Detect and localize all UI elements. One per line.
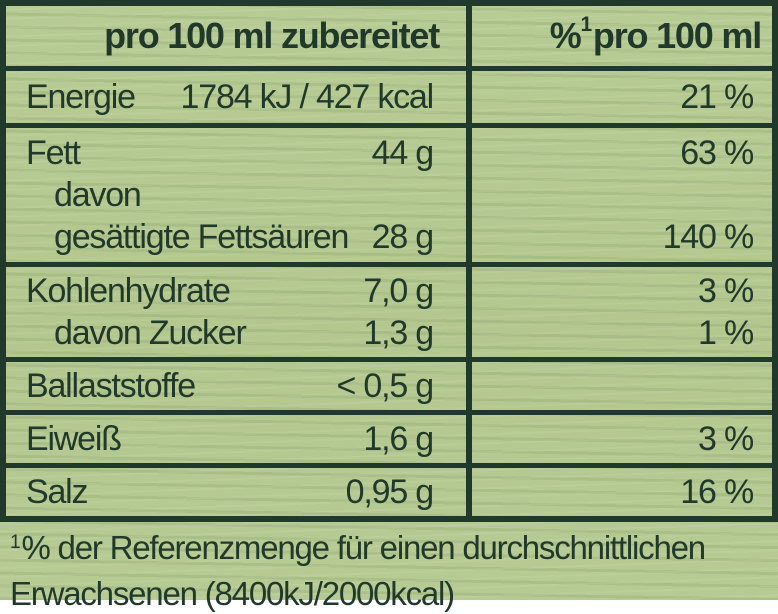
nutrient-label: Kohlenhydrate bbox=[26, 271, 231, 310]
table-row-salz: Salz 0,95 g 16 % bbox=[6, 463, 772, 516]
nutrient-percent: 3 % bbox=[698, 271, 754, 310]
nutrient-percent: 3 % bbox=[698, 419, 754, 458]
eiweiss-percent-cell: 3 % bbox=[466, 415, 772, 463]
header-col2-percent-sign: % bbox=[549, 15, 582, 56]
fett-percent-cell: 63 % 140 % bbox=[466, 128, 772, 262]
footnote: 1% der Referenzmenge für einen durchschn… bbox=[0, 522, 778, 614]
footnote-text-1: % der Referenzmenge für einen durchschni… bbox=[21, 529, 706, 566]
kohlenhydrate-percent-cell: 3 % 1 % bbox=[466, 267, 772, 357]
table-row-kohlenhydrate: Kohlenhydrate 7,0 g davon Zucker 1,3 g 3… bbox=[6, 262, 772, 357]
nutrient-percent: 140 % bbox=[662, 217, 755, 256]
nutrient-sublabel: gesättigte Fettsäuren bbox=[54, 217, 349, 256]
nutrient-value: 1,6 g bbox=[363, 419, 434, 458]
ballaststoffe-percent-cell bbox=[466, 362, 772, 410]
header-col1-label: pro 100 ml zubereitet bbox=[104, 15, 440, 56]
nutrient-label: Ballaststoffe bbox=[26, 366, 196, 405]
table-header-row: pro 100 ml zubereitet % 1 pro 100 ml bbox=[6, 6, 772, 66]
nutrient-label: Fett bbox=[26, 133, 81, 172]
nutrient-sublabel: davon bbox=[54, 175, 142, 214]
table-row-fett: Fett 44 g davon gesättigte Fettsäuren 28… bbox=[6, 123, 772, 262]
nutrient-sublabel: davon Zucker bbox=[54, 313, 247, 352]
nutrient-percent: 21 % bbox=[680, 77, 754, 116]
header-cell-per-100ml: pro 100 ml zubereitet bbox=[6, 6, 466, 66]
eiweiss-cell: Eiweiß 1,6 g bbox=[6, 415, 466, 463]
energie-cell: Energie 1784 kJ / 427 kcal bbox=[6, 71, 466, 123]
nutrient-value: 44 g bbox=[371, 133, 435, 172]
nutrient-percent: 16 % bbox=[680, 472, 754, 511]
fett-cell: Fett 44 g davon gesättigte Fettsäuren 28… bbox=[6, 128, 466, 262]
footnote-line-2: Erwachsenen (8400kJ/2000kcal) bbox=[10, 574, 768, 614]
kohlenhydrate-cell: Kohlenhydrate 7,0 g davon Zucker 1,3 g bbox=[6, 267, 466, 357]
nutrient-value: 7,0 g bbox=[363, 271, 434, 310]
nutrient-value: < 0,5 g bbox=[336, 366, 434, 405]
table-row-energie: Energie 1784 kJ / 427 kcal 21 % bbox=[6, 66, 772, 123]
nutrition-table: pro 100 ml zubereitet % 1 pro 100 ml Energ… bbox=[0, 0, 778, 522]
nutrient-label: Energie bbox=[26, 77, 136, 116]
nutrient-percent: 1 % bbox=[698, 313, 754, 352]
footnote-line-1: 1% der Referenzmenge für einen durchschn… bbox=[10, 528, 768, 574]
nutrient-value: 28 g bbox=[371, 217, 435, 256]
nutrient-percent: 63 % bbox=[680, 133, 754, 172]
nutrient-value: 1784 kJ / 427 kcal bbox=[180, 77, 435, 116]
table-row-ballaststoffe: Ballaststoffe < 0,5 g bbox=[6, 357, 772, 410]
footnote-marker: 1 bbox=[10, 532, 21, 554]
nutrient-value: 0,95 g bbox=[345, 472, 435, 511]
table-row-eiweiss: Eiweiß 1,6 g 3 % bbox=[6, 410, 772, 463]
salz-percent-cell: 16 % bbox=[466, 468, 772, 516]
header-cell-percent: % 1 pro 100 ml bbox=[466, 6, 772, 66]
nutrient-label: Eiweiß bbox=[26, 419, 122, 458]
ballaststoffe-cell: Ballaststoffe < 0,5 g bbox=[6, 362, 466, 410]
energie-percent-cell: 21 % bbox=[466, 71, 772, 123]
salz-cell: Salz 0,95 g bbox=[6, 468, 466, 516]
header-col2-footnote-marker: 1 bbox=[580, 12, 593, 36]
header-col2-label: pro 100 ml bbox=[592, 15, 762, 56]
nutrient-label: Salz bbox=[26, 472, 89, 511]
footnote-text-2: Erwachsenen (8400kJ/2000kcal) bbox=[10, 575, 455, 612]
nutrient-value: 1,3 g bbox=[363, 313, 434, 352]
